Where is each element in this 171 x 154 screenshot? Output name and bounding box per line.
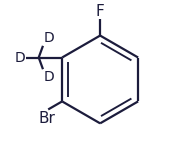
Text: Br: Br (38, 111, 55, 126)
Text: D: D (15, 51, 25, 65)
Text: D: D (44, 70, 54, 84)
Text: F: F (96, 4, 104, 19)
Text: D: D (44, 31, 54, 45)
